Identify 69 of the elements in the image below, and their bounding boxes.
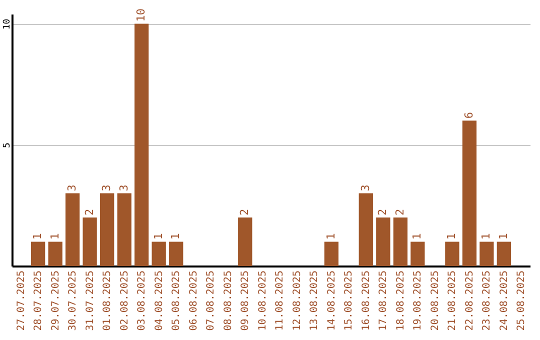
x-tick-label: 02.08.2025 bbox=[119, 270, 130, 331]
data-label: 1 bbox=[169, 233, 182, 240]
x-tick-label: 17.08.2025 bbox=[378, 270, 390, 331]
data-label: 1 bbox=[324, 233, 338, 240]
x-tick-label: 25.08.2025 bbox=[516, 270, 528, 331]
x-tick-label: 23.08.2025 bbox=[482, 270, 493, 331]
x-tick-label: 09.08.2025 bbox=[240, 270, 252, 331]
bar bbox=[48, 242, 62, 266]
bar bbox=[117, 193, 132, 266]
data-label: 1 bbox=[152, 233, 165, 240]
data-label: 1 bbox=[445, 233, 458, 240]
data-label: 2 bbox=[82, 208, 96, 216]
bar bbox=[152, 242, 166, 266]
data-label: 3 bbox=[117, 184, 130, 192]
bar bbox=[100, 193, 114, 266]
data-label: 1 bbox=[31, 233, 44, 240]
data-label: 3 bbox=[100, 184, 114, 192]
data-label: 1 bbox=[410, 233, 424, 240]
data-label: 10 bbox=[134, 8, 148, 22]
x-tick-label: 20.08.2025 bbox=[430, 270, 441, 331]
bar bbox=[82, 218, 97, 266]
x-tick-label: 24.08.2025 bbox=[498, 270, 510, 331]
data-label: 1 bbox=[480, 233, 493, 240]
x-tick-label: 10.08.2025 bbox=[257, 270, 268, 331]
bar bbox=[30, 242, 46, 266]
x-tick-label: 11.08.2025 bbox=[274, 270, 286, 331]
bar bbox=[393, 218, 408, 266]
x-tick-label: 03.08.2025 bbox=[136, 270, 148, 331]
x-tick-label: 12.08.2025 bbox=[292, 270, 303, 331]
x-tick-label: 05.08.2025 bbox=[171, 270, 182, 331]
y-tick-label: 5 bbox=[2, 142, 12, 148]
x-tick-label: 31.07.2025 bbox=[84, 270, 96, 331]
x-tick-label: 13.08.2025 bbox=[309, 270, 320, 331]
bar bbox=[496, 242, 512, 266]
data-label: 2 bbox=[393, 208, 406, 216]
data-label: 6 bbox=[462, 112, 476, 119]
x-tick-label: 14.08.2025 bbox=[326, 270, 338, 331]
x-tick-label: 04.08.2025 bbox=[154, 270, 165, 331]
bar bbox=[376, 218, 390, 266]
data-label: 3 bbox=[66, 184, 79, 192]
x-tick-label: 19.08.2025 bbox=[412, 270, 424, 331]
bar bbox=[480, 242, 494, 266]
bar bbox=[324, 242, 338, 266]
bar bbox=[358, 193, 373, 266]
x-tick-label: 21.08.2025 bbox=[447, 270, 458, 331]
x-tick-label: 29.07.2025 bbox=[50, 270, 62, 331]
x-tick-label: 18.08.2025 bbox=[395, 270, 406, 331]
x-tick-label: 22.08.2025 bbox=[464, 270, 476, 331]
bar bbox=[134, 24, 149, 266]
x-tick-label: 06.08.2025 bbox=[188, 270, 200, 331]
x-tick-label: 08.08.2025 bbox=[222, 270, 234, 331]
x-tick-label: 07.08.2025 bbox=[206, 270, 217, 331]
data-label: 1 bbox=[496, 233, 510, 240]
bar bbox=[445, 242, 460, 266]
x-tick-label: 01.08.2025 bbox=[102, 270, 114, 331]
x-tick-label: 30.07.2025 bbox=[68, 270, 79, 331]
x-tick-label: 15.08.2025 bbox=[344, 270, 355, 331]
data-label: 2 bbox=[376, 208, 390, 216]
x-tick-label: 16.08.2025 bbox=[360, 270, 372, 331]
bar bbox=[462, 120, 477, 266]
data-label: 1 bbox=[48, 233, 62, 240]
data-label: 2 bbox=[238, 208, 252, 216]
bar bbox=[238, 218, 252, 266]
x-tick-label: 27.07.2025 bbox=[16, 270, 27, 331]
data-label: 3 bbox=[358, 184, 372, 192]
bar bbox=[169, 242, 184, 266]
bar bbox=[65, 193, 80, 266]
bar bbox=[410, 242, 425, 266]
x-tick-label: 28.07.2025 bbox=[33, 270, 44, 331]
